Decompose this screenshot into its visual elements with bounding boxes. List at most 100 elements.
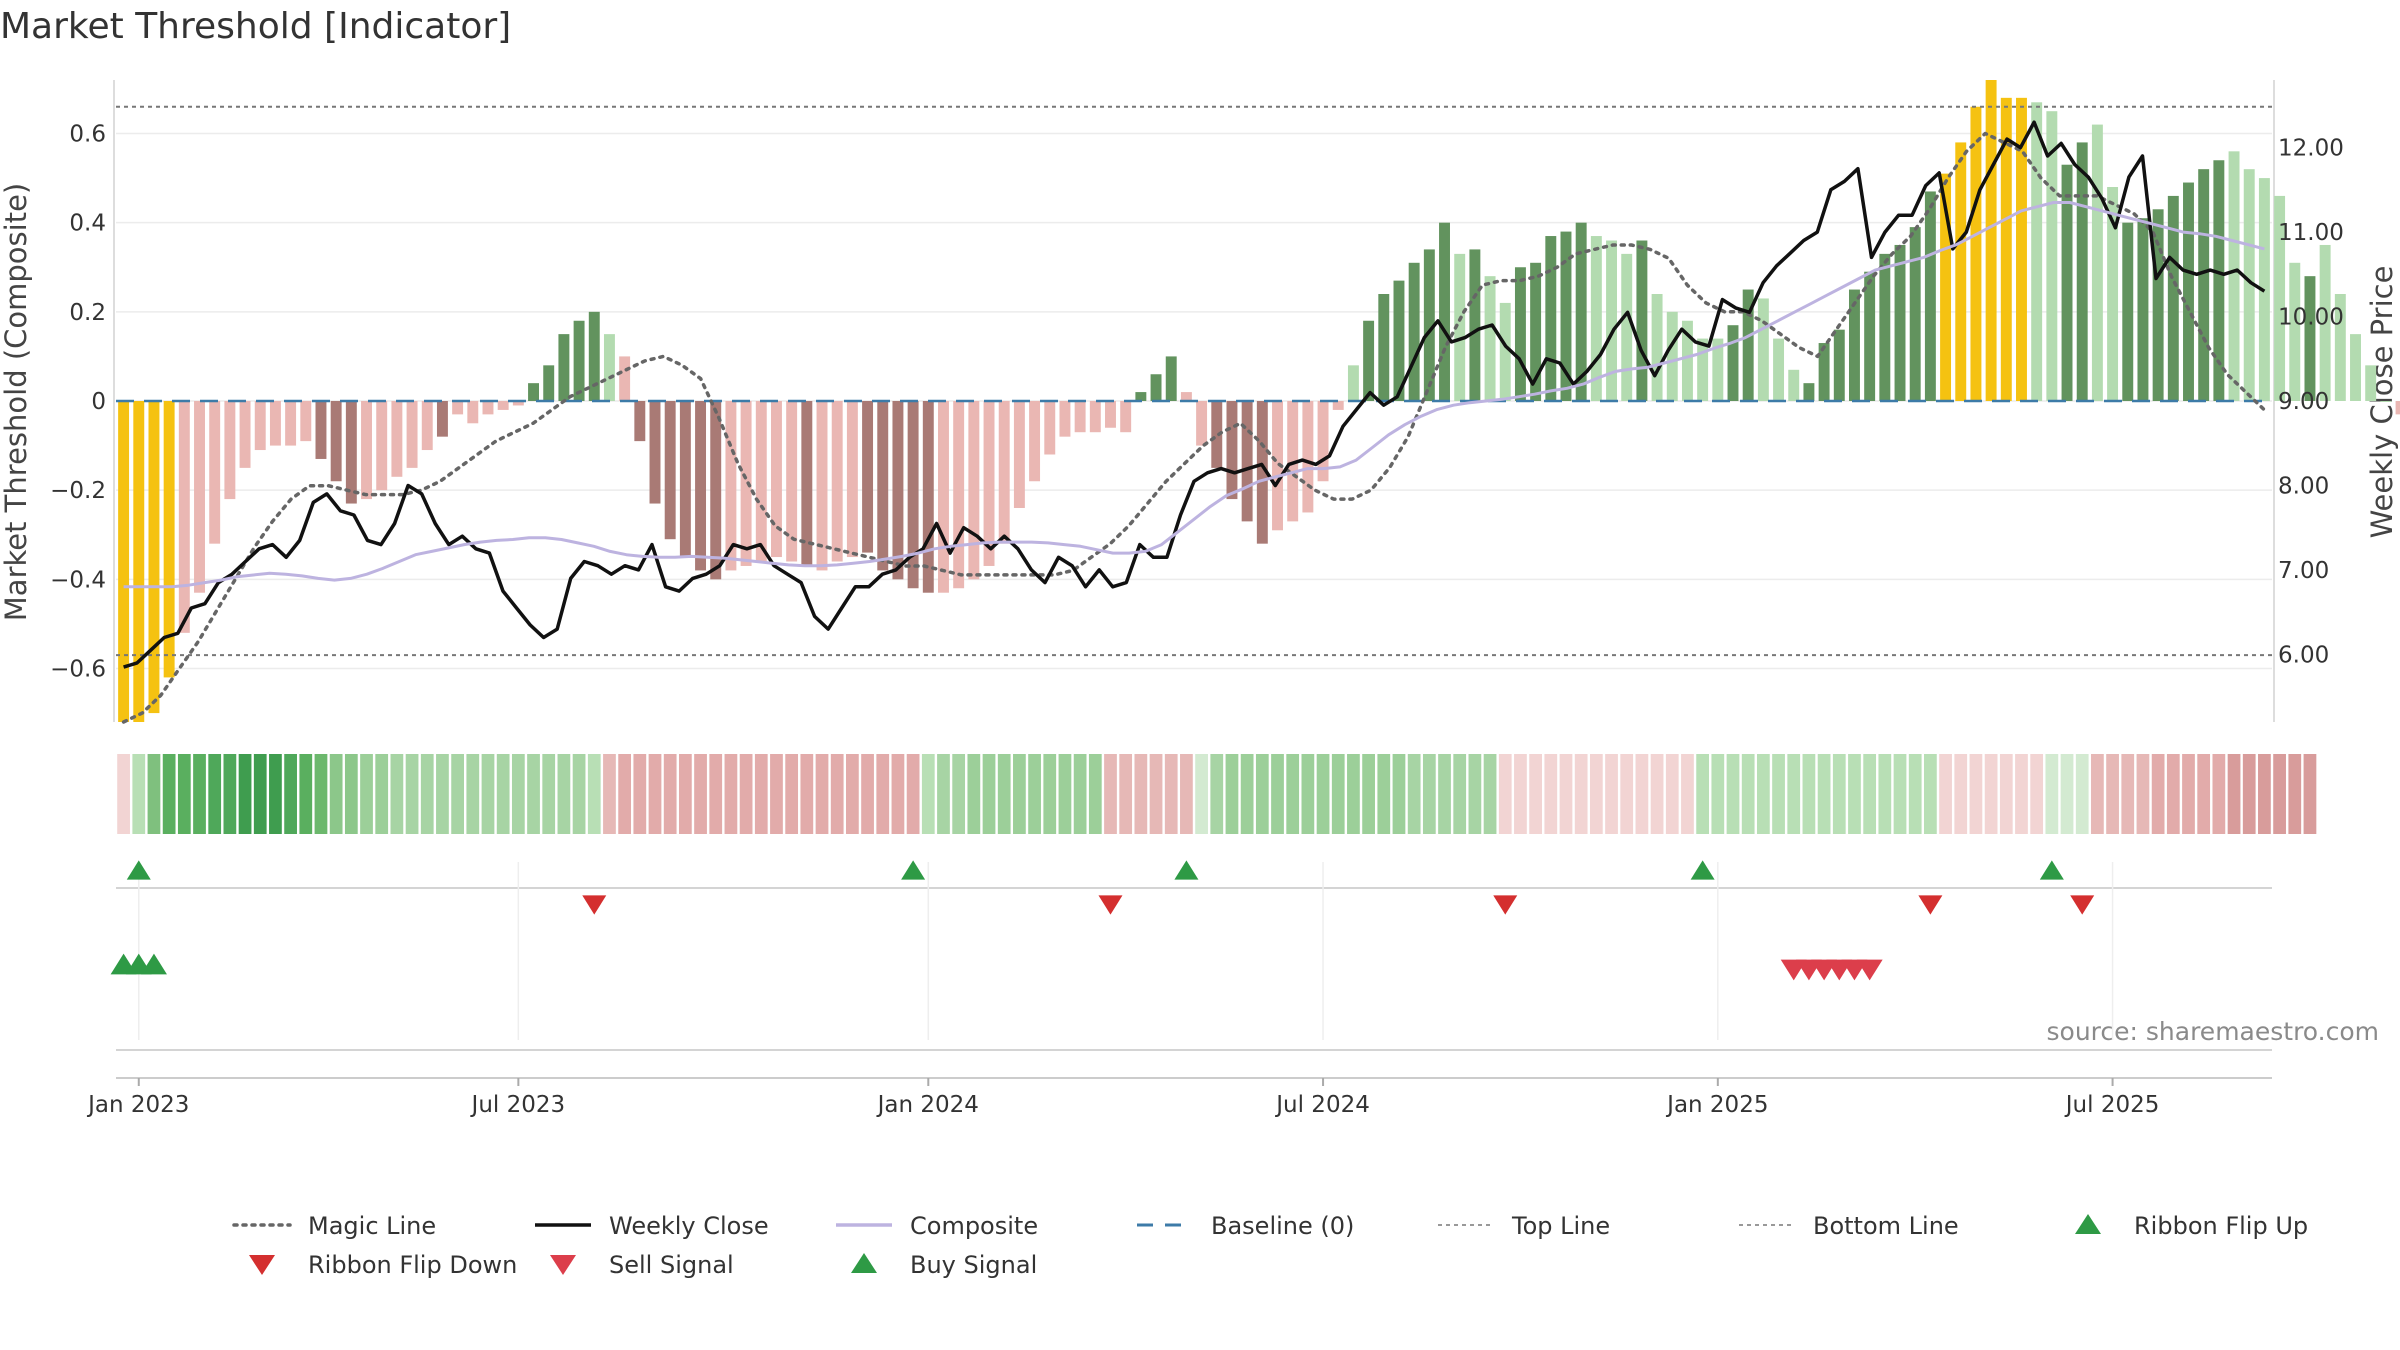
ribbon-cell — [238, 754, 252, 834]
ribbon-cell — [618, 754, 632, 834]
ribbon-flip-down-marker — [1098, 895, 1123, 915]
ribbon-cell — [511, 754, 525, 834]
ribbon-cell — [1984, 754, 1998, 834]
composite-bar — [2076, 142, 2088, 401]
composite-bar — [1788, 369, 1800, 401]
composite-bar — [406, 401, 418, 468]
tick-labels: 0.6 0.4 0.2 0 −0.2 −0.4 −0.6 12.00 11.00 10.00 9.0… — [50, 122, 2344, 1119]
composite-bar — [755, 401, 767, 562]
ribbon-cell — [2015, 754, 2028, 834]
composite-bar — [1636, 240, 1648, 401]
ribbon-cell — [921, 754, 935, 834]
composite-bar — [2228, 151, 2240, 401]
ribbon-cell — [2091, 754, 2104, 834]
ribbon-cell — [1149, 754, 1163, 834]
ribbon-cell — [678, 754, 692, 834]
composite-bar — [1423, 249, 1435, 401]
composite-bar — [391, 401, 403, 477]
composite-bar — [1105, 401, 1116, 428]
ribbon-cell — [1787, 754, 1801, 834]
line-series — [116, 105, 2272, 724]
ribbon-cell — [1756, 754, 1770, 834]
composite-bar — [2016, 97, 2027, 401]
composite-bar — [1332, 401, 1344, 410]
ribbon-cell — [2030, 754, 2044, 834]
ribbon-cell — [1908, 754, 1922, 834]
ribbon-cell — [1650, 754, 1664, 834]
composite-bar — [1651, 294, 1663, 401]
ribbon-flip-down-marker — [1493, 895, 1518, 915]
composite-bar — [877, 401, 889, 571]
ribbon-cell — [2045, 754, 2059, 834]
composite-bar — [2000, 97, 2012, 401]
composite-bar — [1803, 383, 1815, 401]
composite-bar — [619, 356, 631, 401]
composite-bar — [710, 401, 722, 580]
composite-bar — [376, 401, 388, 491]
ribbon-cell — [177, 754, 191, 834]
ribbon-cell — [1271, 754, 1284, 834]
ribbon-cell — [1832, 754, 1846, 834]
composite-bar — [1059, 401, 1071, 437]
composite-bar — [679, 401, 691, 558]
composite-bar — [315, 401, 327, 459]
ribbon-cell — [2273, 754, 2286, 834]
ribbon-cell — [1468, 754, 1482, 834]
composite-bar — [436, 401, 448, 437]
ribbon-cell — [694, 754, 707, 834]
ribbon-cell — [1924, 754, 1937, 834]
ribbon-cell — [193, 754, 206, 834]
ribbon-cell — [891, 754, 905, 834]
composite-bar — [588, 311, 600, 401]
ribbon-cell — [2106, 754, 2119, 834]
composite-bar — [1211, 401, 1223, 468]
ribbon-cell — [1407, 754, 1421, 834]
composite-bar — [239, 401, 251, 468]
ribbon-cell — [982, 754, 996, 834]
ribbon-cell — [997, 754, 1011, 834]
composite-bar — [1196, 401, 1208, 446]
ribbon-cell — [1347, 754, 1360, 834]
composite-bar — [1606, 240, 1618, 401]
ribbon-cell — [1954, 754, 1968, 834]
composite-bar — [1484, 276, 1496, 401]
ribbon-cell — [208, 754, 222, 834]
composite-bar — [2243, 169, 2255, 401]
ribbon-cell — [329, 754, 343, 834]
legend: Magic Line Weekly Close Composite Baseline … — [232, 1212, 2308, 1279]
ribbon-cell — [451, 754, 464, 834]
composite-bar — [1150, 374, 1162, 401]
ribbon-cell — [1422, 754, 1436, 834]
ribbon-cell — [1377, 754, 1391, 834]
composite-bar — [1044, 401, 1056, 455]
composite-bar — [1666, 311, 1678, 401]
legend-label: Composite — [910, 1212, 1038, 1240]
ribbon-cell — [2212, 754, 2226, 834]
composite-bar — [1393, 280, 1405, 401]
ribbon-cell — [420, 754, 434, 834]
composite-bar — [2350, 334, 2361, 401]
composite-bar — [1681, 320, 1693, 401]
composite-bar — [1773, 338, 1785, 401]
composite-bar — [133, 401, 145, 722]
legend-label: Baseline (0) — [1211, 1212, 1354, 1240]
ribbon-cell — [2288, 754, 2302, 834]
ribbon-flip-down-marker — [2070, 895, 2095, 915]
ribbon-cell — [269, 754, 282, 834]
ribbon-cell — [1180, 754, 1193, 834]
ribbon-cell — [1681, 754, 1694, 834]
composite-bar — [1833, 329, 1845, 401]
composite-bar — [1985, 80, 1997, 401]
ribbon-cell — [1589, 754, 1603, 834]
ribbon-cell — [724, 754, 738, 834]
ribbon-cell — [1878, 754, 1892, 834]
composite-bar — [497, 401, 509, 410]
ribbon-cell — [1119, 754, 1133, 834]
y-axis-left-label: Market Threshold (Composite) — [0, 183, 33, 621]
ribbon-cell — [587, 754, 601, 834]
ribbon-cell — [2121, 754, 2135, 834]
composite-bar — [512, 401, 524, 406]
legend-label: Magic Line — [308, 1212, 436, 1240]
ribbon-cell — [375, 754, 389, 834]
y-tick-left: 0.2 — [69, 300, 106, 326]
